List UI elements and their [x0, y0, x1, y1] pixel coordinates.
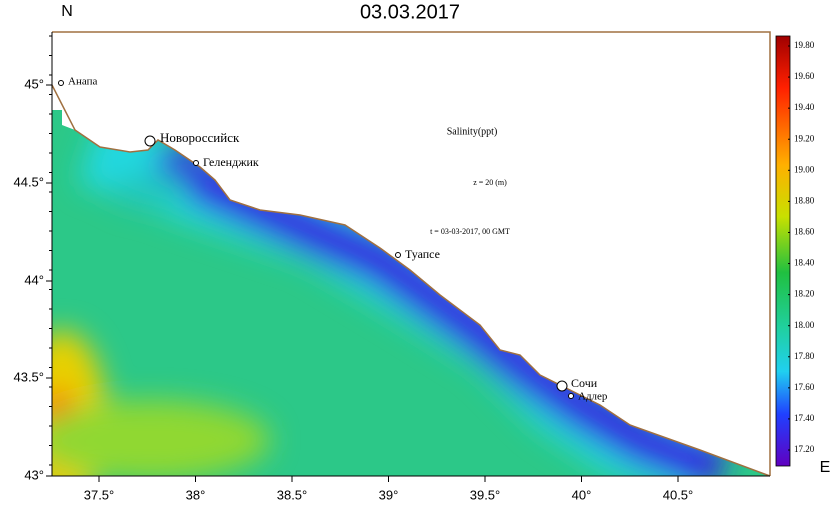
city-marker	[58, 80, 64, 86]
colorbar-label: 17.40	[794, 413, 815, 423]
lat-label: 44.5°	[13, 174, 44, 189]
colorbar-label: 18.60	[794, 227, 815, 237]
lon-label: 39°	[379, 487, 399, 502]
city-label: Туапсе	[405, 247, 440, 261]
lat-label: 43°	[24, 467, 44, 482]
colorbar-label: 18.40	[794, 258, 815, 268]
city-marker	[144, 135, 156, 147]
lat-label: 45°	[24, 76, 44, 91]
colorbar-label: 19.20	[794, 133, 815, 143]
city-label: Сочи	[571, 376, 598, 390]
city-marker	[568, 393, 574, 399]
colorbar-label: 19.60	[794, 71, 815, 81]
colorbar-label: 19.80	[794, 40, 815, 50]
city-label: Геленджик	[203, 155, 259, 169]
city-label: Новороссийск	[160, 130, 240, 145]
frame	[52, 31, 771, 476]
city-label: Анапа	[68, 76, 97, 88]
city-label: Адлер	[578, 391, 608, 403]
annotation: z = 20 (m)	[473, 178, 507, 187]
colorbar-label: 18.80	[794, 195, 815, 205]
annotation: t = 03-03-2017, 00 GMT	[430, 227, 510, 236]
colorbar-label: 17.80	[794, 351, 815, 361]
salinity-field	[52, 110, 770, 476]
colorbar-label: 19.40	[794, 102, 815, 112]
lat-label: 43.5°	[13, 369, 44, 384]
colorbar-label: 19.00	[794, 164, 815, 174]
lon-label: 38.5°	[277, 487, 308, 502]
colorbar-label: 18.00	[794, 320, 815, 330]
lon-label: 38°	[186, 487, 206, 502]
colorbar-label: 17.20	[794, 444, 815, 454]
lat-label: 44°	[24, 272, 44, 287]
colorbar-label: 18.20	[794, 289, 815, 299]
lon-label: 40°	[572, 487, 592, 502]
title: 03.03.2017	[360, 1, 460, 23]
city-marker	[556, 380, 568, 392]
city-marker	[395, 252, 401, 258]
east-label: E	[820, 459, 831, 476]
colorbar	[775, 35, 791, 467]
city-marker	[193, 160, 199, 166]
lon-label: 40.5°	[663, 487, 694, 502]
lon-label: 37.5°	[84, 487, 115, 502]
north-label: N	[61, 3, 73, 20]
annotation: Salinity(ppt)	[447, 126, 498, 137]
lon-label: 39.5°	[470, 487, 501, 502]
colorbar-label: 17.60	[794, 382, 815, 392]
